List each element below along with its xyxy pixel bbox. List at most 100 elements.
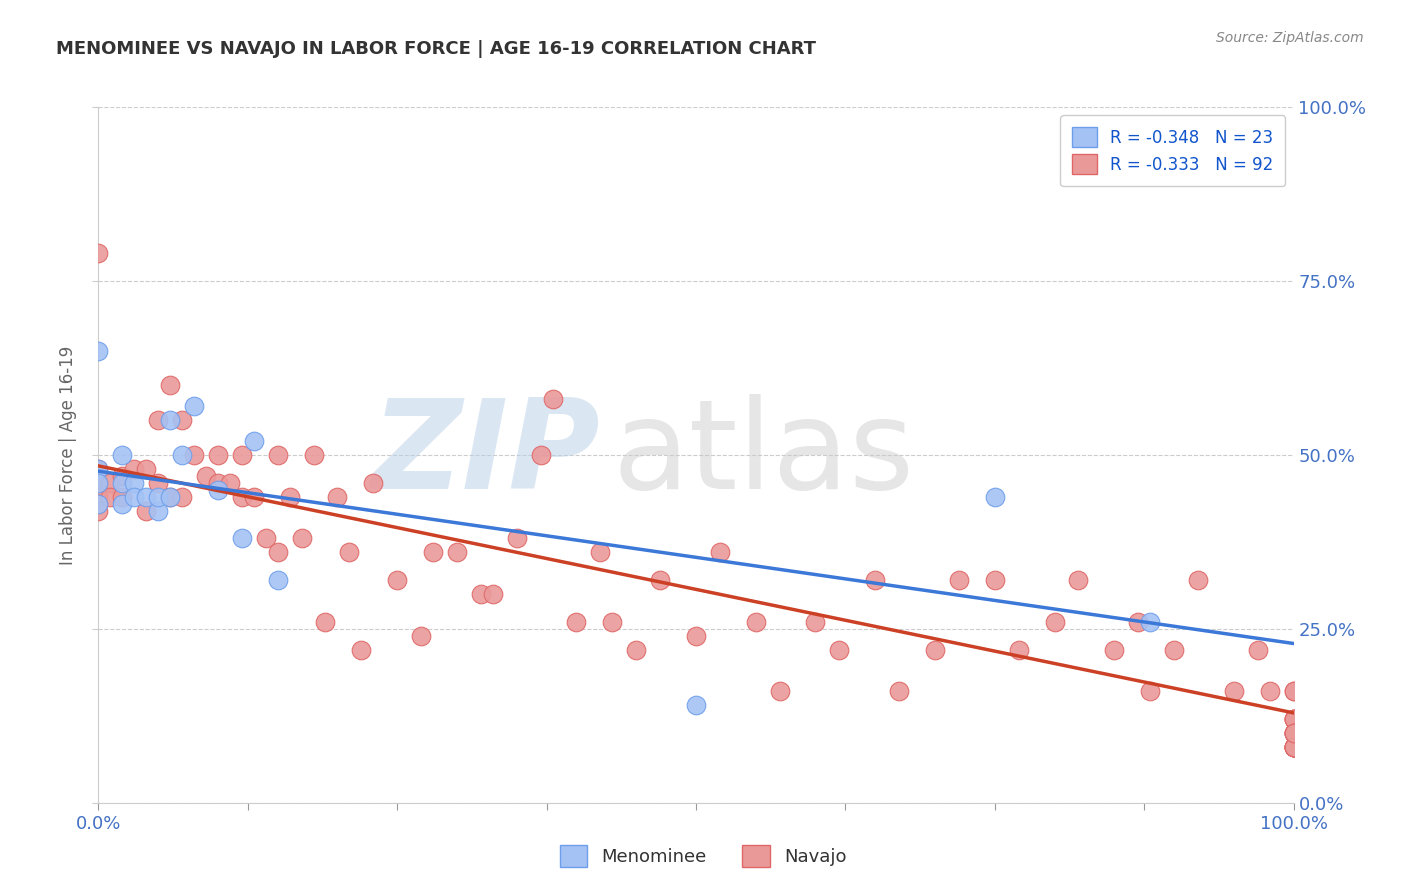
Point: [709, 545, 731, 559]
Point: [326, 490, 349, 504]
Point: [411, 629, 433, 643]
Point: [87, 462, 110, 476]
Point: [148, 490, 170, 504]
Point: [648, 573, 672, 587]
Point: [148, 413, 170, 427]
Legend: R = -0.348   N = 23, R = -0.333   N = 92: R = -0.348 N = 23, R = -0.333 N = 92: [1060, 115, 1285, 186]
Point: [1282, 740, 1305, 755]
Point: [267, 448, 290, 462]
Point: [948, 573, 970, 587]
Point: [148, 475, 170, 490]
Point: [1246, 642, 1268, 657]
Legend: Menominee, Navajo: Menominee, Navajo: [553, 838, 853, 874]
Point: [1282, 712, 1305, 726]
Point: [1282, 740, 1305, 755]
Point: [267, 545, 290, 559]
Point: [183, 448, 205, 462]
Point: [350, 642, 373, 657]
Point: [183, 399, 205, 413]
Point: [1282, 740, 1305, 755]
Point: [98, 490, 122, 504]
Point: [243, 434, 266, 448]
Point: [422, 545, 444, 559]
Point: [111, 497, 134, 511]
Point: [768, 684, 790, 698]
Point: [541, 392, 564, 407]
Point: [87, 497, 110, 511]
Point: [1222, 684, 1246, 698]
Point: [302, 448, 325, 462]
Point: [602, 615, 624, 629]
Point: [172, 413, 194, 427]
Point: [207, 448, 229, 462]
Point: [159, 378, 181, 392]
Point: [87, 503, 110, 517]
Point: [159, 490, 181, 504]
Point: [1282, 684, 1305, 698]
Point: [1067, 573, 1090, 587]
Point: [1043, 615, 1066, 629]
Point: [589, 545, 612, 559]
Point: [1282, 712, 1305, 726]
Point: [87, 490, 110, 504]
Point: [148, 503, 170, 517]
Point: [124, 462, 146, 476]
Point: [315, 615, 337, 629]
Point: [124, 475, 146, 490]
Point: [385, 573, 409, 587]
Point: [1163, 642, 1185, 657]
Point: [111, 475, 134, 490]
Point: [254, 532, 277, 546]
Point: [1139, 684, 1161, 698]
Point: [1007, 642, 1029, 657]
Point: [207, 483, 229, 497]
Text: atlas: atlas: [613, 394, 914, 516]
Point: [506, 532, 529, 546]
Point: [1282, 726, 1305, 740]
Point: [984, 490, 1007, 504]
Point: [1139, 615, 1161, 629]
Point: [363, 475, 385, 490]
Point: [1282, 740, 1305, 755]
Point: [219, 475, 242, 490]
Point: [889, 684, 911, 698]
Point: [470, 587, 492, 601]
Point: [111, 468, 134, 483]
Point: [172, 448, 194, 462]
Point: [159, 413, 181, 427]
Point: [87, 462, 110, 476]
Text: Source: ZipAtlas.com: Source: ZipAtlas.com: [1216, 31, 1364, 45]
Point: [1282, 740, 1305, 755]
Point: [207, 475, 229, 490]
Point: [1282, 740, 1305, 755]
Point: [87, 497, 110, 511]
Point: [626, 642, 648, 657]
Point: [1102, 642, 1125, 657]
Point: [124, 490, 146, 504]
Point: [529, 448, 551, 462]
Point: [135, 462, 157, 476]
Point: [98, 475, 122, 490]
Text: ZIP: ZIP: [371, 394, 600, 516]
Point: [87, 475, 110, 490]
Point: [87, 246, 110, 260]
Point: [339, 545, 360, 559]
Point: [924, 642, 946, 657]
Point: [1282, 726, 1305, 740]
Point: [828, 642, 851, 657]
Point: [1282, 740, 1305, 755]
Point: [231, 490, 253, 504]
Point: [243, 490, 266, 504]
Point: [1282, 726, 1305, 740]
Point: [267, 573, 290, 587]
Point: [159, 490, 181, 504]
Point: [1282, 726, 1305, 740]
Point: [1282, 726, 1305, 740]
Point: [481, 587, 505, 601]
Point: [1128, 615, 1150, 629]
Point: [1258, 684, 1281, 698]
Point: [172, 490, 194, 504]
Point: [863, 573, 887, 587]
Point: [135, 490, 157, 504]
Point: [135, 503, 157, 517]
